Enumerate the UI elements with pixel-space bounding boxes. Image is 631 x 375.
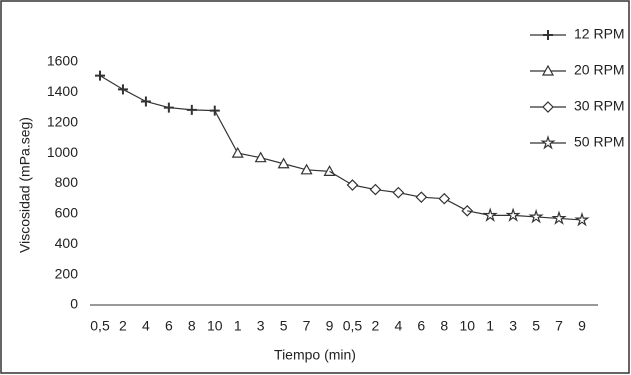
- marker: [117, 84, 128, 95]
- legend-label: 12 RPM: [574, 26, 625, 42]
- legend-label: 30 RPM: [574, 98, 625, 114]
- marker: [505, 207, 521, 222]
- x-tick-label: 6: [165, 318, 173, 334]
- x-tick-label: 6: [417, 318, 425, 334]
- x-tick-label: 10: [207, 318, 223, 334]
- x-tick-label: 5: [532, 318, 540, 334]
- x-tick-label: 4: [142, 318, 150, 334]
- x-tick-label: 2: [372, 318, 380, 334]
- marker: [277, 157, 290, 169]
- legend-marker: [543, 30, 553, 40]
- x-tick-label: 9: [326, 318, 334, 334]
- x-tick-label: 8: [188, 318, 196, 334]
- y-tick-label: 1600: [47, 53, 78, 69]
- marker: [163, 102, 174, 113]
- x-tick-label: 7: [555, 318, 563, 334]
- x-tick-label: 1: [486, 318, 494, 334]
- x-tick-label: 1: [234, 318, 242, 334]
- x-tick-label: 7: [303, 318, 311, 334]
- x-tick-label: 2: [119, 318, 127, 334]
- y-tick-label: 600: [55, 205, 79, 221]
- legend-label: 20 RPM: [574, 62, 625, 78]
- marker: [369, 183, 382, 196]
- marker: [415, 191, 428, 204]
- marker: [551, 210, 567, 225]
- marker: [140, 96, 151, 107]
- legend-label: 50 RPM: [574, 134, 625, 150]
- x-tick-label: 0,5: [90, 318, 110, 334]
- marker: [482, 207, 498, 222]
- connector: [214, 110, 239, 154]
- legend-marker: [541, 64, 555, 76]
- x-tick-label: 3: [257, 318, 265, 334]
- marker: [254, 151, 267, 163]
- y-tick-label: 0: [70, 296, 78, 312]
- y-tick-label: 1000: [47, 144, 78, 160]
- marker: [438, 192, 451, 205]
- x-tick-label: 5: [280, 318, 288, 334]
- x-tick-label: 0,5: [343, 318, 363, 334]
- marker: [392, 186, 405, 199]
- marker: [346, 179, 359, 191]
- marker: [186, 104, 197, 115]
- marker: [95, 70, 105, 81]
- marker: [461, 204, 474, 217]
- marker: [528, 208, 544, 224]
- marker: [231, 146, 244, 158]
- y-axis-title: Viscosidad (mPa.seg): [17, 117, 33, 253]
- x-tick-label: 10: [459, 318, 475, 334]
- y-tick-label: 200: [55, 265, 79, 281]
- marker: [300, 163, 313, 175]
- y-tick-label: 1400: [47, 83, 78, 99]
- x-tick-label: 9: [578, 318, 586, 334]
- legend-marker: [540, 134, 556, 150]
- y-tick-label: 400: [55, 235, 79, 251]
- y-tick-label: 1200: [47, 113, 78, 129]
- x-tick-label: 3: [509, 318, 517, 334]
- x-tick-label: 4: [394, 318, 402, 334]
- x-axis-title: Tiempo (min): [274, 347, 356, 363]
- marker: [574, 211, 590, 227]
- x-tick-label: 8: [440, 318, 448, 334]
- y-tick-label: 800: [55, 174, 79, 190]
- legend-marker: [542, 101, 554, 113]
- connector: [329, 170, 353, 186]
